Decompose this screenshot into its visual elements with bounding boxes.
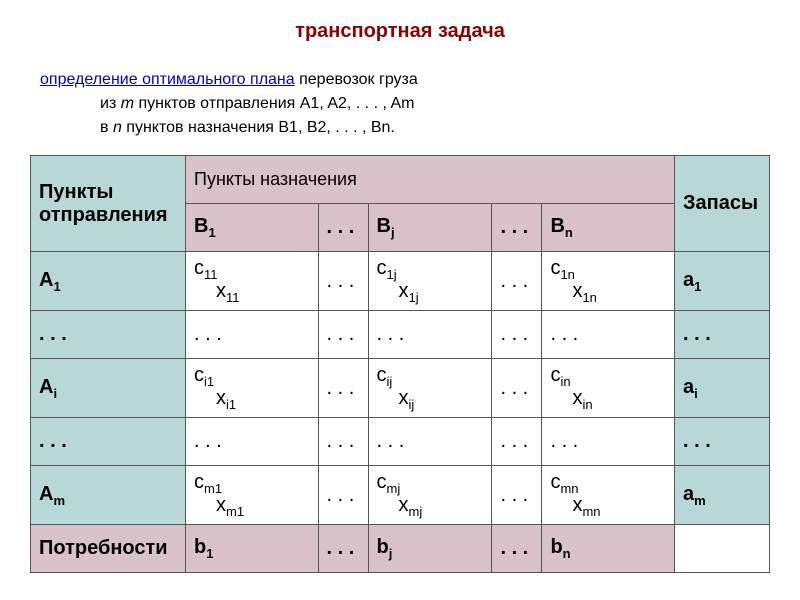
stock-ai: ai xyxy=(675,359,770,418)
row-A1: A1 c11x11 . . . c1jx1j . . . c1nx1n a1 xyxy=(31,252,770,311)
dots: . . . xyxy=(318,525,368,573)
dots: . . . xyxy=(318,466,368,525)
dots: . . . xyxy=(492,525,542,573)
dots: . . . xyxy=(492,359,542,418)
row-needs: Потребности b1 . . . bj . . . bn xyxy=(31,525,770,573)
intro-line2: из m пунктов отправления A1, A2, . . . ,… xyxy=(100,95,414,112)
col-B1: B1 xyxy=(186,204,319,252)
needs-b1: b1 xyxy=(186,525,319,573)
col-dots1: . . . xyxy=(318,204,368,252)
intro-link[interactable]: определение оптимального плана xyxy=(40,71,295,88)
intro-text: определение оптимального плана перевозок… xyxy=(40,68,770,140)
intro-rest: перевозок груза xyxy=(295,71,418,88)
needs-bn: bn xyxy=(542,525,675,573)
cell-m1: cm1xm1 xyxy=(186,466,319,525)
row-Ai: Ai ci1xi1 . . . cijxij . . . cinxin ai xyxy=(31,359,770,418)
cell-ij: cijxij xyxy=(368,359,492,418)
dots: . . . xyxy=(492,466,542,525)
row-dots2: . . . . . . . . . . . . . . . . . . . . … xyxy=(31,418,770,466)
cell-mj: cmjxmj xyxy=(368,466,492,525)
col-dots2: . . . xyxy=(492,204,542,252)
dots: . . . xyxy=(318,252,368,311)
intro-line3: в n пунктов назначения B1, B2, . . . , B… xyxy=(100,119,395,136)
col-Bj: Bj xyxy=(368,204,492,252)
header-needs: Потребности xyxy=(31,525,186,573)
blank-cell xyxy=(675,525,770,573)
cell-11: c11x11 xyxy=(186,252,319,311)
cell-mn: cmnxmn xyxy=(542,466,675,525)
transport-table: Пункты отправления Пункты назначения Зап… xyxy=(30,155,770,573)
header-destinations: Пункты назначения xyxy=(186,156,675,204)
cell-1n: c1nx1n xyxy=(542,252,675,311)
header-stock: Запасы xyxy=(675,156,770,252)
row-Am: Am cm1xm1 . . . cmjxmj . . . cmnxmn am xyxy=(31,466,770,525)
header-sources: Пункты отправления xyxy=(31,156,186,252)
cell-in: cinxin xyxy=(542,359,675,418)
needs-bj: bj xyxy=(368,525,492,573)
dots: . . . xyxy=(492,252,542,311)
col-Bn: Bn xyxy=(542,204,675,252)
cell-1j: c1jx1j xyxy=(368,252,492,311)
dots: . . . xyxy=(318,359,368,418)
page-title: транспортная задача xyxy=(30,20,770,43)
row-dots1: . . . . . . . . . . . . . . . . . . . . … xyxy=(31,311,770,359)
cell-i1: ci1xi1 xyxy=(186,359,319,418)
stock-am: am xyxy=(675,466,770,525)
stock-a1: a1 xyxy=(675,252,770,311)
